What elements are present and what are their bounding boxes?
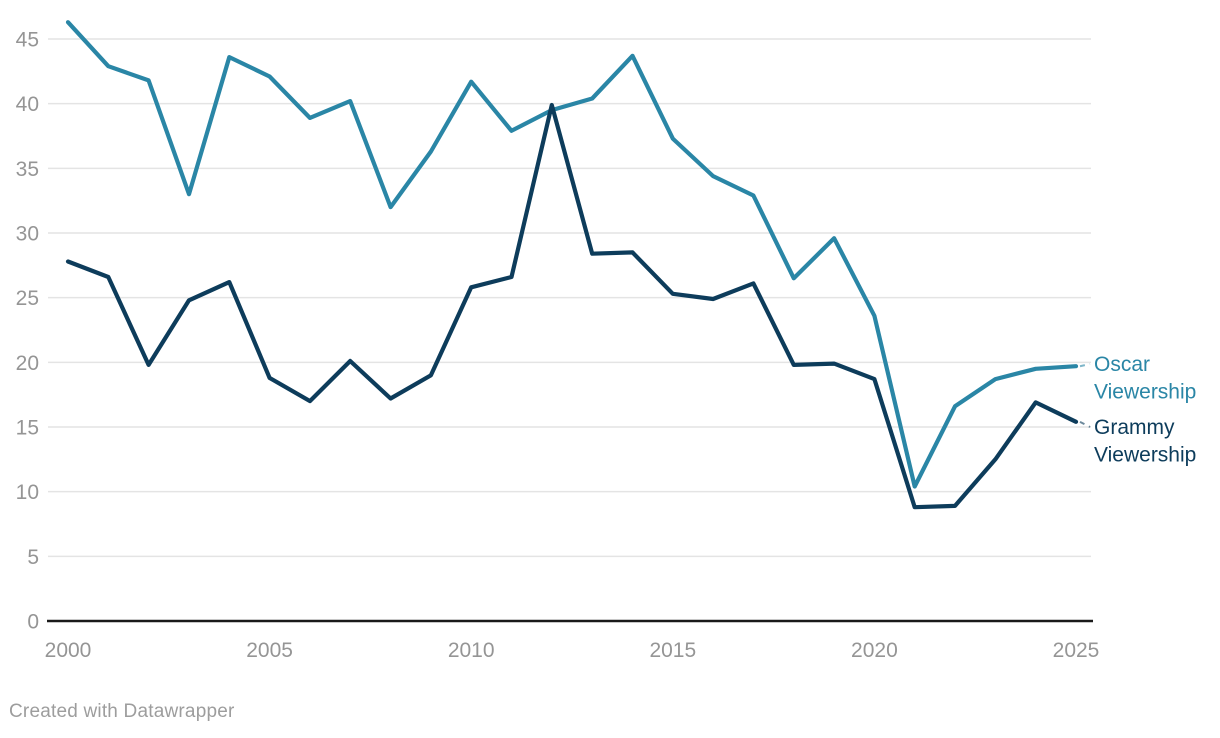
y-axis-tick-45: 45 <box>16 29 39 52</box>
y-axis-tick-0: 0 <box>27 611 39 634</box>
y-axis-tick-25: 25 <box>16 287 39 310</box>
datawrapper-credit: Created with Datawrapper <box>9 701 235 722</box>
x-axis-tick-2015: 2015 <box>649 639 696 662</box>
x-axis-tick-2000: 2000 <box>45 639 92 662</box>
x-axis-tick-2010: 2010 <box>448 639 495 662</box>
y-axis-tick-20: 20 <box>16 352 39 375</box>
x-axis-tick-2020: 2020 <box>851 639 898 662</box>
y-axis-tick-15: 15 <box>16 417 39 440</box>
oscar-viewership-line <box>65 20 1079 489</box>
y-axis-tick-35: 35 <box>16 158 39 181</box>
grammy-viewership-line <box>65 102 1079 510</box>
y-axis-tick-40: 40 <box>16 93 39 116</box>
y-axis-tick-5: 5 <box>27 546 39 569</box>
grammy-viewership-leader-line <box>1079 420 1091 428</box>
y-axis-tick-10: 10 <box>16 481 39 504</box>
grammy-viewership-label: Grammy Viewership <box>1094 416 1196 467</box>
x-axis-tick-2005: 2005 <box>246 639 293 662</box>
oscar-viewership-label: Oscar Viewership <box>1094 353 1196 404</box>
x-axis-tick-2025: 2025 <box>1053 639 1100 662</box>
y-axis-tick-30: 30 <box>16 223 39 246</box>
oscar-viewership-leader-line <box>1079 363 1091 368</box>
